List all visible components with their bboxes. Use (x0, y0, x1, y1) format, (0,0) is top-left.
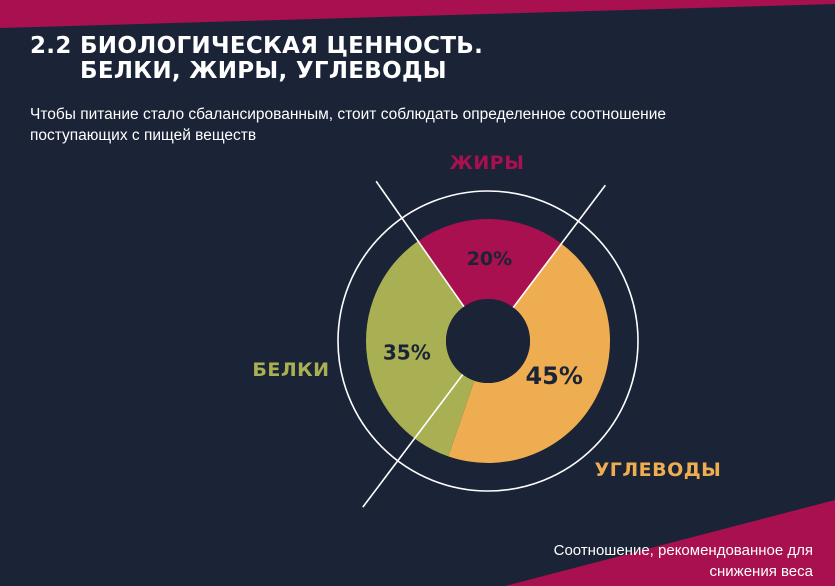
slice-carbs (448, 243, 610, 463)
slice-protein (365, 241, 475, 457)
footnote-line-2: снижения веса (709, 563, 813, 580)
category-label-fat: ЖИРЫ (450, 152, 525, 174)
footnote-line-1: Соотношение, рекомендованное для (553, 542, 813, 559)
data-label-fat: 20% (467, 248, 512, 270)
chart-footnote: Соотношение, рекомендованное для снижени… (554, 540, 813, 582)
donut-hole (446, 299, 530, 383)
category-label-protein: БЕЛКИ (252, 359, 329, 381)
slice-fat (418, 218, 562, 308)
title-line-2: БЕЛКИ, ЖИРЫ, УГЛЕВОДЫ (80, 58, 447, 84)
page-title: 2.2 БИОЛОГИЧЕСКАЯ ЦЕННОСТЬ. БЕЛКИ, ЖИРЫ,… (30, 34, 483, 84)
top-band (0, 0, 835, 28)
category-label-carbs: УГЛЕВОДЫ (595, 459, 722, 481)
bottom-band (505, 500, 835, 586)
data-label-carbs: 45% (525, 362, 582, 390)
outer-ring (337, 190, 639, 492)
page-subtitle: Чтобы питание стало сбалансированным, ст… (30, 106, 666, 144)
data-label-protein: 35% (383, 340, 431, 364)
title-line-1: 2.2 БИОЛОГИЧЕСКАЯ ЦЕННОСТЬ. (30, 33, 484, 59)
